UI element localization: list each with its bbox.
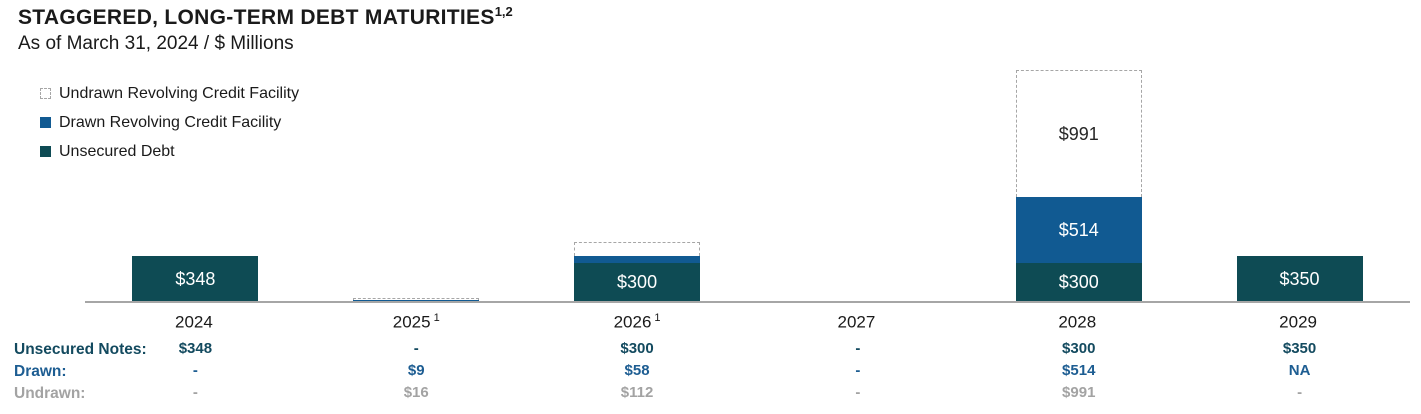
unsecured-swatch-icon [40, 146, 51, 157]
legend-label: Undrawn Revolving Credit Facility [59, 84, 300, 102]
row-label-unsecured-notes: Unsecured Notes: [14, 341, 147, 358]
bar-value-label: $300 [1058, 272, 1099, 292]
bar-segment-drawn-2026 [574, 256, 701, 263]
bar-segment-unsecured-2029: $350 [1236, 256, 1363, 301]
chart-legend: Undrawn Revolving Credit Facility Drawn … [40, 79, 299, 166]
table-cell: $514 [1062, 362, 1096, 379]
legend-item-drawn: Drawn Revolving Credit Facility [40, 108, 299, 137]
table-cell: $300 [1062, 340, 1096, 357]
table-row-undrawn: Undrawn: - $16 $112 - $991 - [0, 384, 1421, 406]
table-cell: $112 [620, 384, 654, 401]
row-label-drawn: Drawn: [14, 363, 67, 380]
table-cell: $300 [620, 340, 654, 357]
x-axis-label-2028: 2028 [968, 312, 1189, 333]
year-label: 2025 [392, 312, 431, 332]
table-cell: - [855, 362, 861, 379]
x-axis-line [85, 301, 1410, 303]
debt-summary-table: Unsecured Notes: $348 - $300 - $300 $350… [0, 340, 1421, 406]
table-row-unsecured-notes: Unsecured Notes: $348 - $300 - $300 $350 [0, 340, 1421, 362]
bar-segment-undrawn-2028: $991 [1015, 70, 1142, 197]
page-title-text: STAGGERED, LONG-TERM DEBT MATURITIES [18, 6, 495, 29]
chart-column-2028: $991 $514 $300 [968, 70, 1189, 301]
chart-column-2029: $350 [1189, 256, 1410, 301]
table-cell: $58 [624, 362, 650, 379]
year-footnote-superscript: 1 [654, 312, 661, 324]
table-cell: $16 [403, 384, 429, 401]
bar-value-label: $514 [1058, 220, 1099, 240]
chart-column-2024: $348 [85, 256, 306, 301]
x-axis-label-2026: 2026 1 [527, 312, 748, 333]
table-row-drawn: Drawn: - $9 $58 - $514 NA [0, 362, 1421, 384]
bar-segment-drawn-2025 [353, 300, 480, 301]
table-cell: - [855, 340, 861, 357]
bar-segment-drawn-2028: $514 [1015, 197, 1142, 263]
chart-column-2025 [306, 298, 527, 301]
stacked-bar-chart: $348 $300 $991 $514 $300 $350 [85, 60, 1410, 301]
table-cell: - [192, 362, 198, 379]
year-label: 2024 [175, 312, 213, 332]
x-axis-label-2029: 2029 [1189, 312, 1410, 333]
drawn-swatch-icon [40, 117, 51, 128]
bar-value-label: $350 [1279, 268, 1320, 289]
year-label: 2028 [1058, 312, 1097, 332]
table-cell: - [192, 384, 198, 401]
subtitle: As of March 31, 2024 / $ Millions [18, 33, 294, 54]
table-cell: - [413, 340, 419, 357]
row-values: - $16 $112 - $991 - [85, 384, 1410, 401]
table-cell: - [1297, 384, 1303, 401]
undrawn-swatch-icon [40, 88, 51, 99]
year-footnote-superscript: 1 [433, 312, 440, 324]
year-label: 2027 [837, 312, 876, 332]
table-cell: $348 [178, 340, 213, 357]
row-values: - $9 $58 - $514 NA [85, 362, 1410, 379]
x-axis-label-2024: 2024 [85, 312, 306, 333]
year-label: 2026 [613, 312, 652, 332]
table-cell: NA [1288, 362, 1311, 379]
bar-segment-undrawn-2026 [574, 242, 701, 256]
bar-value-label: $300 [617, 272, 658, 292]
x-axis-labels: 2024 2025 1 2026 1 2027 2028 2029 [85, 312, 1410, 333]
bar-segment-unsecured-2026: $300 [574, 263, 701, 301]
table-cell: $9 [407, 362, 425, 379]
year-label: 2029 [1279, 312, 1317, 332]
chart-column-2026: $300 [527, 242, 748, 301]
legend-item-unsecured: Unsecured Debt [40, 137, 299, 166]
legend-label: Unsecured Debt [59, 142, 175, 160]
row-values: $348 - $300 - $300 $350 [85, 340, 1410, 357]
legend-item-undrawn: Undrawn Revolving Credit Facility [40, 79, 299, 108]
page-title: STAGGERED, LONG-TERM DEBT MATURITIES1,2 [18, 4, 513, 30]
x-axis-label-2025: 2025 1 [306, 312, 527, 333]
table-cell: $991 [1062, 384, 1096, 401]
bar-segment-undrawn-2025 [353, 298, 480, 300]
title-footnote-superscript: 1,2 [494, 4, 513, 19]
table-cell: - [855, 384, 861, 401]
bar-segment-unsecured-2028: $300 [1015, 263, 1142, 301]
bar-value-label: $991 [1058, 124, 1099, 144]
bar-value-label: $348 [175, 268, 216, 289]
bar-segment-unsecured-2024: $348 [132, 256, 259, 301]
legend-label: Drawn Revolving Credit Facility [59, 113, 282, 131]
row-label-undrawn: Undrawn: [14, 385, 86, 402]
table-cell: $350 [1282, 340, 1317, 357]
x-axis-label-2027: 2027 [747, 312, 968, 333]
